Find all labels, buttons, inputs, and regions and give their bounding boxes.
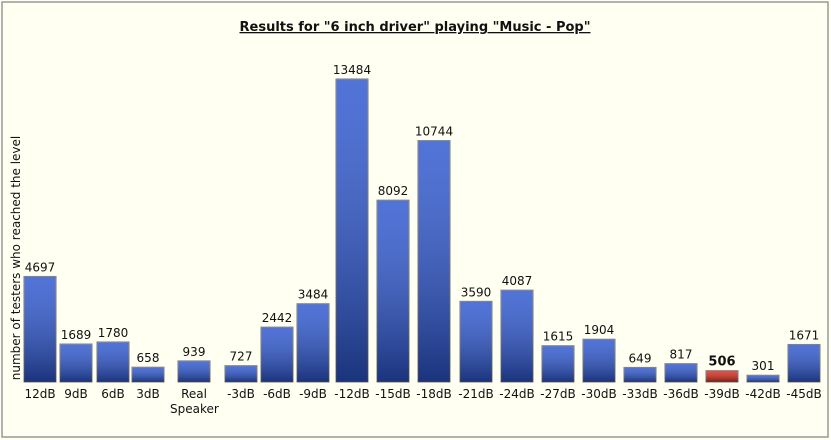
x-tick-label: -45dB [786,387,822,401]
value-label: 817 [670,348,693,362]
bar-shade [225,365,257,382]
value-label: 727 [230,350,253,364]
bar-shade [418,140,450,382]
value-label: 13484 [333,63,371,77]
x-tick-label: -24dB [499,387,535,401]
bar-shade [261,327,293,382]
x-tick-label: -33dB [622,387,658,401]
value-label: 939 [183,345,206,359]
value-label: 2442 [262,311,293,325]
bar-shade [788,344,820,382]
bar-shade [336,79,368,382]
x-tick-label: -42dB [745,387,781,401]
bar-shade [583,339,615,382]
bar-shade [178,360,210,382]
bar-shade [377,200,409,382]
value-label: 8092 [378,184,409,198]
value-label: 1780 [98,326,129,340]
x-tick-label: -18dB [416,387,452,401]
bar-shade [665,363,697,382]
x-tick-label: -15dB [375,387,411,401]
y-axis-label: number of testers who reached the level [9,136,23,381]
value-label: 1689 [61,328,92,342]
value-label: 1904 [584,323,615,337]
x-tick-label: -36dB [663,387,699,401]
bar-shade [297,303,329,382]
x-tick-label: Real Speaker [170,387,219,416]
x-tick-label: -27dB [540,387,576,401]
value-label: 4087 [502,274,533,288]
x-tick-label: -30dB [581,387,617,401]
x-tick-label: 3dB [136,387,160,401]
value-label: 506 [708,355,735,370]
x-tick-label: -9dB [299,387,327,401]
x-tick-label: -3dB [227,387,255,401]
value-label: 658 [137,351,160,365]
value-label: 649 [629,351,652,365]
x-tick-label: -6dB [263,387,291,401]
x-tick-label: -12dB [334,387,370,401]
bar-shade [501,290,533,382]
bar-shade [460,301,492,382]
x-tick-label: 9dB [64,387,88,401]
value-label: 301 [752,359,775,373]
value-label: 1615 [543,330,574,344]
value-label: 3484 [298,288,329,302]
bar-shade [24,276,56,382]
bar-shade [542,345,574,382]
value-label: 10744 [415,125,453,139]
x-tick-label: 6dB [101,387,125,401]
value-label: 1671 [789,328,820,342]
chart-title: Results for "6 inch driver" playing "Mus… [240,20,591,35]
value-label: 3590 [461,285,492,299]
bar-shade [97,342,129,382]
bar-shade [706,370,738,382]
x-tick-label: -39dB [704,387,740,401]
bar-shade [60,344,92,382]
value-label: 4697 [25,260,56,274]
bar-shade [132,367,164,382]
bar-shade [747,375,779,382]
x-tick-label: 12dB [24,387,56,401]
x-tick-label: -21dB [458,387,494,401]
bar-shade [624,367,656,382]
